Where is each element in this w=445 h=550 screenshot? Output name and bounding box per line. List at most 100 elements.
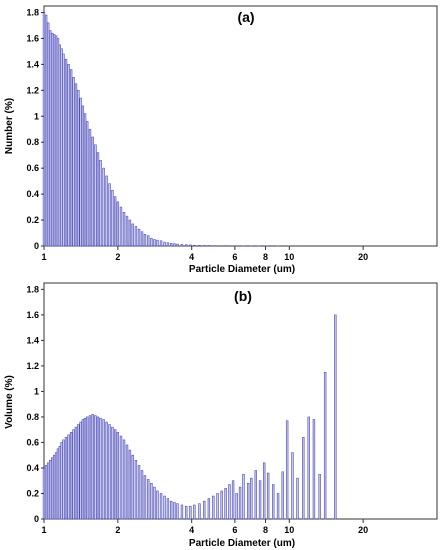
bar <box>134 460 138 520</box>
bar <box>189 505 192 520</box>
y-tick-label: 0.4 <box>26 463 39 473</box>
x-tick-label: 8 <box>263 525 268 535</box>
bar <box>79 421 82 520</box>
y-tick-label: 1.2 <box>26 85 39 95</box>
bar <box>193 244 196 247</box>
bar <box>74 83 78 247</box>
bar <box>86 416 89 520</box>
bar <box>72 77 75 247</box>
x-tick-label: 1 <box>41 252 46 262</box>
bar <box>99 417 102 520</box>
bar <box>334 314 337 520</box>
bar <box>207 245 211 247</box>
y-tick-label: 0 <box>34 514 39 524</box>
y-tick-label: 1.8 <box>26 7 39 17</box>
x-tick-label: 6 <box>232 525 237 535</box>
bar <box>86 121 89 247</box>
y-axis-b: 0 0.2 0.4 0.6 0.8 1 1.2 1.4 1.6 1.8 <box>26 284 44 524</box>
bar <box>67 434 70 520</box>
bar <box>173 502 176 520</box>
bar <box>242 474 245 520</box>
bar <box>137 465 141 520</box>
x-tick-label: 2 <box>115 252 120 262</box>
bar <box>81 105 85 247</box>
bar <box>180 244 184 247</box>
bar <box>143 234 147 247</box>
bar <box>83 417 87 520</box>
bar <box>216 493 219 520</box>
bar <box>159 493 163 520</box>
bar <box>247 482 250 520</box>
x-axis-title-b: Particle Diameter (um) <box>189 538 295 549</box>
bar <box>54 452 58 520</box>
y-tick-label: 0.2 <box>26 215 39 225</box>
bar <box>143 475 147 520</box>
bar <box>119 206 123 247</box>
bar <box>105 421 108 520</box>
x-axis-b: 1 2 4 6 8 10 20 <box>41 519 368 535</box>
bar <box>207 498 211 520</box>
y-axis-a: 0 0.2 0.4 0.6 0.8 1 1.2 1.4 1.6 1.8 <box>26 7 44 251</box>
bar <box>52 34 56 247</box>
bar <box>72 429 75 520</box>
bar <box>166 242 170 247</box>
y-axis-title-b: Volume (%) <box>4 375 15 429</box>
bar <box>46 22 50 247</box>
bar <box>170 500 173 520</box>
bar <box>163 241 166 247</box>
bar <box>49 460 52 520</box>
bar <box>193 504 196 520</box>
bar <box>113 429 117 520</box>
x-tick-label: 20 <box>358 525 368 535</box>
y-tick-label: 1.6 <box>26 33 39 43</box>
bar <box>108 424 111 520</box>
x-axis-a: 1 2 4 6 8 10 20 <box>41 246 368 262</box>
y-tick-label: 0.8 <box>26 412 39 422</box>
bar <box>318 474 321 520</box>
bar <box>62 439 65 520</box>
bar <box>156 239 159 247</box>
bar <box>77 424 80 520</box>
bar <box>62 53 65 247</box>
bar <box>125 215 129 247</box>
bar <box>281 471 284 520</box>
bar <box>153 486 156 520</box>
bar <box>44 14 48 247</box>
bar <box>56 38 60 247</box>
bar <box>296 477 299 520</box>
bar <box>49 30 52 247</box>
bar <box>254 470 257 520</box>
bar <box>46 462 50 520</box>
bars-b <box>42 314 337 520</box>
bar <box>180 504 184 520</box>
y-tick-label: 0.6 <box>26 163 39 173</box>
bar <box>176 503 179 520</box>
bar <box>125 444 129 520</box>
bar <box>185 244 188 247</box>
y-tick-label: 1 <box>34 111 39 121</box>
bar <box>42 12 46 247</box>
bar <box>108 183 111 247</box>
bar <box>50 457 54 520</box>
y-tick-label: 0 <box>34 241 39 251</box>
x-tick-label: 20 <box>358 252 368 262</box>
bar <box>150 237 153 247</box>
bar <box>69 69 73 247</box>
bar <box>88 415 92 520</box>
bar <box>228 484 231 520</box>
bar <box>54 35 58 247</box>
y-tick-label: 0.8 <box>26 137 39 147</box>
bar <box>116 201 120 247</box>
panel-a: 0 0.2 0.4 0.6 0.8 1 1.2 1.4 1.6 1.8 1 2 4 6 8 10 20 (a)… <box>4 5 438 275</box>
bar <box>235 493 238 520</box>
bar <box>91 414 94 520</box>
bar <box>102 167 105 247</box>
panel-b: 0 0.2 0.4 0.6 0.8 1 1.2 1.4 1.6 1.8 1 2 4 6 8 10 20 (b)… <box>4 282 438 549</box>
bar <box>147 479 150 520</box>
bar <box>44 465 48 520</box>
y-axis-title-a: Number (%) <box>4 98 15 154</box>
y-tick-label: 0.2 <box>26 488 39 498</box>
y-tick-label: 1.4 <box>26 59 39 69</box>
y-tick-label: 0.6 <box>26 437 39 447</box>
